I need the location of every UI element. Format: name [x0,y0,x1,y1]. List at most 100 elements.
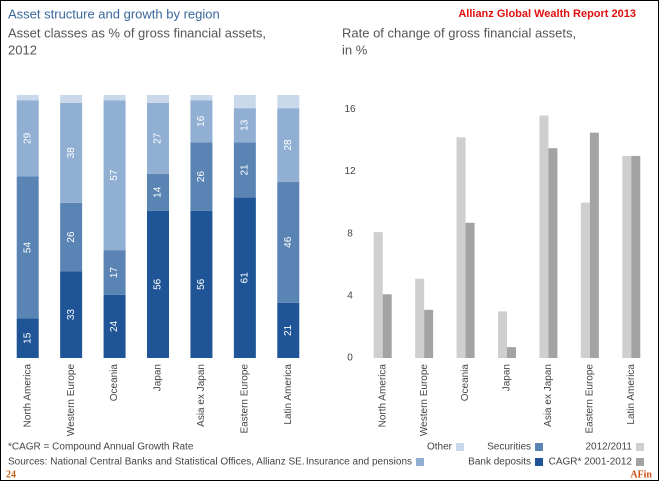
data-label: 15 [22,332,33,344]
x-tick-label: Oceania [109,364,120,402]
legend-swatch [535,458,543,466]
x-tick-label: Japan [153,364,164,391]
data-label: 13 [239,119,250,131]
bar [589,132,599,358]
bar [622,155,632,358]
data-label: 57 [109,169,120,181]
bar-segment [190,95,213,101]
bar-segment [233,95,256,109]
bar [382,294,392,358]
legend-label: Other [427,442,453,453]
data-label: 38 [66,147,77,159]
x-tick-label: North America [377,364,388,428]
legend-swatch [456,443,464,451]
x-tick-label: Latin America [283,364,294,425]
bar-segment [233,142,256,198]
x-tick-label: Eastern Europe [584,364,595,434]
bar-segment [190,100,213,143]
page-title: Asset structure and growth by region [8,6,220,21]
legend-label: Bank deposits [468,457,531,468]
data-label: 17 [109,267,120,279]
data-label: 24 [109,320,120,332]
bar-segment [103,95,126,101]
chart-subtitle: 2012 [8,42,37,57]
bar-segment [277,108,300,182]
data-label: 54 [22,242,33,254]
bar-segment [16,318,39,358]
data-label: 21 [239,164,250,176]
page-number: 24 [6,469,16,480]
bar-segment [103,250,126,295]
legend-swatch [416,458,424,466]
data-label: 33 [66,309,77,321]
bar-segment [147,210,169,358]
data-label: 29 [22,132,33,144]
brand: AFin [630,469,652,480]
bar-segment [190,142,213,211]
y-tick-label: 4 [347,290,353,301]
sources: Sources: National Central Banks and Stat… [8,457,305,468]
bar-segment [60,95,83,103]
y-tick-label: 0 [347,353,353,364]
data-label: 46 [283,236,294,248]
bar-segment [16,176,39,319]
bar [539,115,549,358]
bar-segment [147,95,169,103]
y-tick-label: 8 [347,228,353,239]
x-tick-label: Latin America [626,364,637,425]
bar [465,222,475,358]
data-label: 61 [239,272,250,284]
bar [548,148,558,358]
bar-segment [60,271,83,358]
bar-segment [233,197,256,358]
bar [507,347,516,358]
data-label: 14 [153,186,164,198]
footnote: *CAGR = Compound Annual Growth Rate [8,442,194,453]
legend-label: CAGR* 2001-2012 [549,457,633,468]
bar-segment [277,302,300,358]
legend-swatch [636,443,644,451]
legend-label: Securities [487,442,531,453]
data-label: 26 [66,231,77,243]
data-label: 27 [153,132,164,144]
bar-segment [277,95,300,109]
data-label: 56 [196,278,207,290]
x-tick-label: Western Europe [66,364,77,437]
legend-swatch [535,443,543,451]
data-label: 28 [283,139,294,151]
bar-segment [147,173,169,211]
legend-label: 2012/2011 [585,442,632,453]
bar [498,311,507,358]
legend-swatch [636,458,644,466]
data-label: 56 [153,278,164,290]
bar-segment [103,100,126,251]
y-tick-label: 12 [344,166,356,177]
bar-segment [16,100,39,177]
bar-segment [60,102,83,203]
bar [415,278,425,358]
data-label: 16 [196,115,207,127]
bar-segment [60,202,83,272]
x-tick-label: Asia ex Japan [196,364,207,427]
chart-subtitle: Rate of change of gross financial assets… [342,25,576,40]
chart-subtitle: Asset classes as % of gross financial as… [8,25,266,40]
x-tick-label: North America [22,364,33,428]
bar [580,202,590,358]
bar-segment [16,95,39,101]
data-label: 21 [283,324,294,336]
bar-segment [190,210,213,358]
y-tick-label: 16 [344,104,356,115]
x-tick-label: Eastern Europe [239,364,250,434]
bar [456,137,466,358]
x-tick-label: Western Europe [419,364,430,437]
x-tick-label: Japan [502,364,513,391]
bar-segment [277,181,300,303]
bar [373,232,383,358]
bar [631,155,641,358]
legend-label: Insurance and pensions [306,457,412,468]
bar-segment [103,294,126,358]
bar [424,309,434,358]
report-title: Allianz Global Wealth Report 2013 [458,8,636,20]
x-tick-label: Oceania [460,364,471,402]
